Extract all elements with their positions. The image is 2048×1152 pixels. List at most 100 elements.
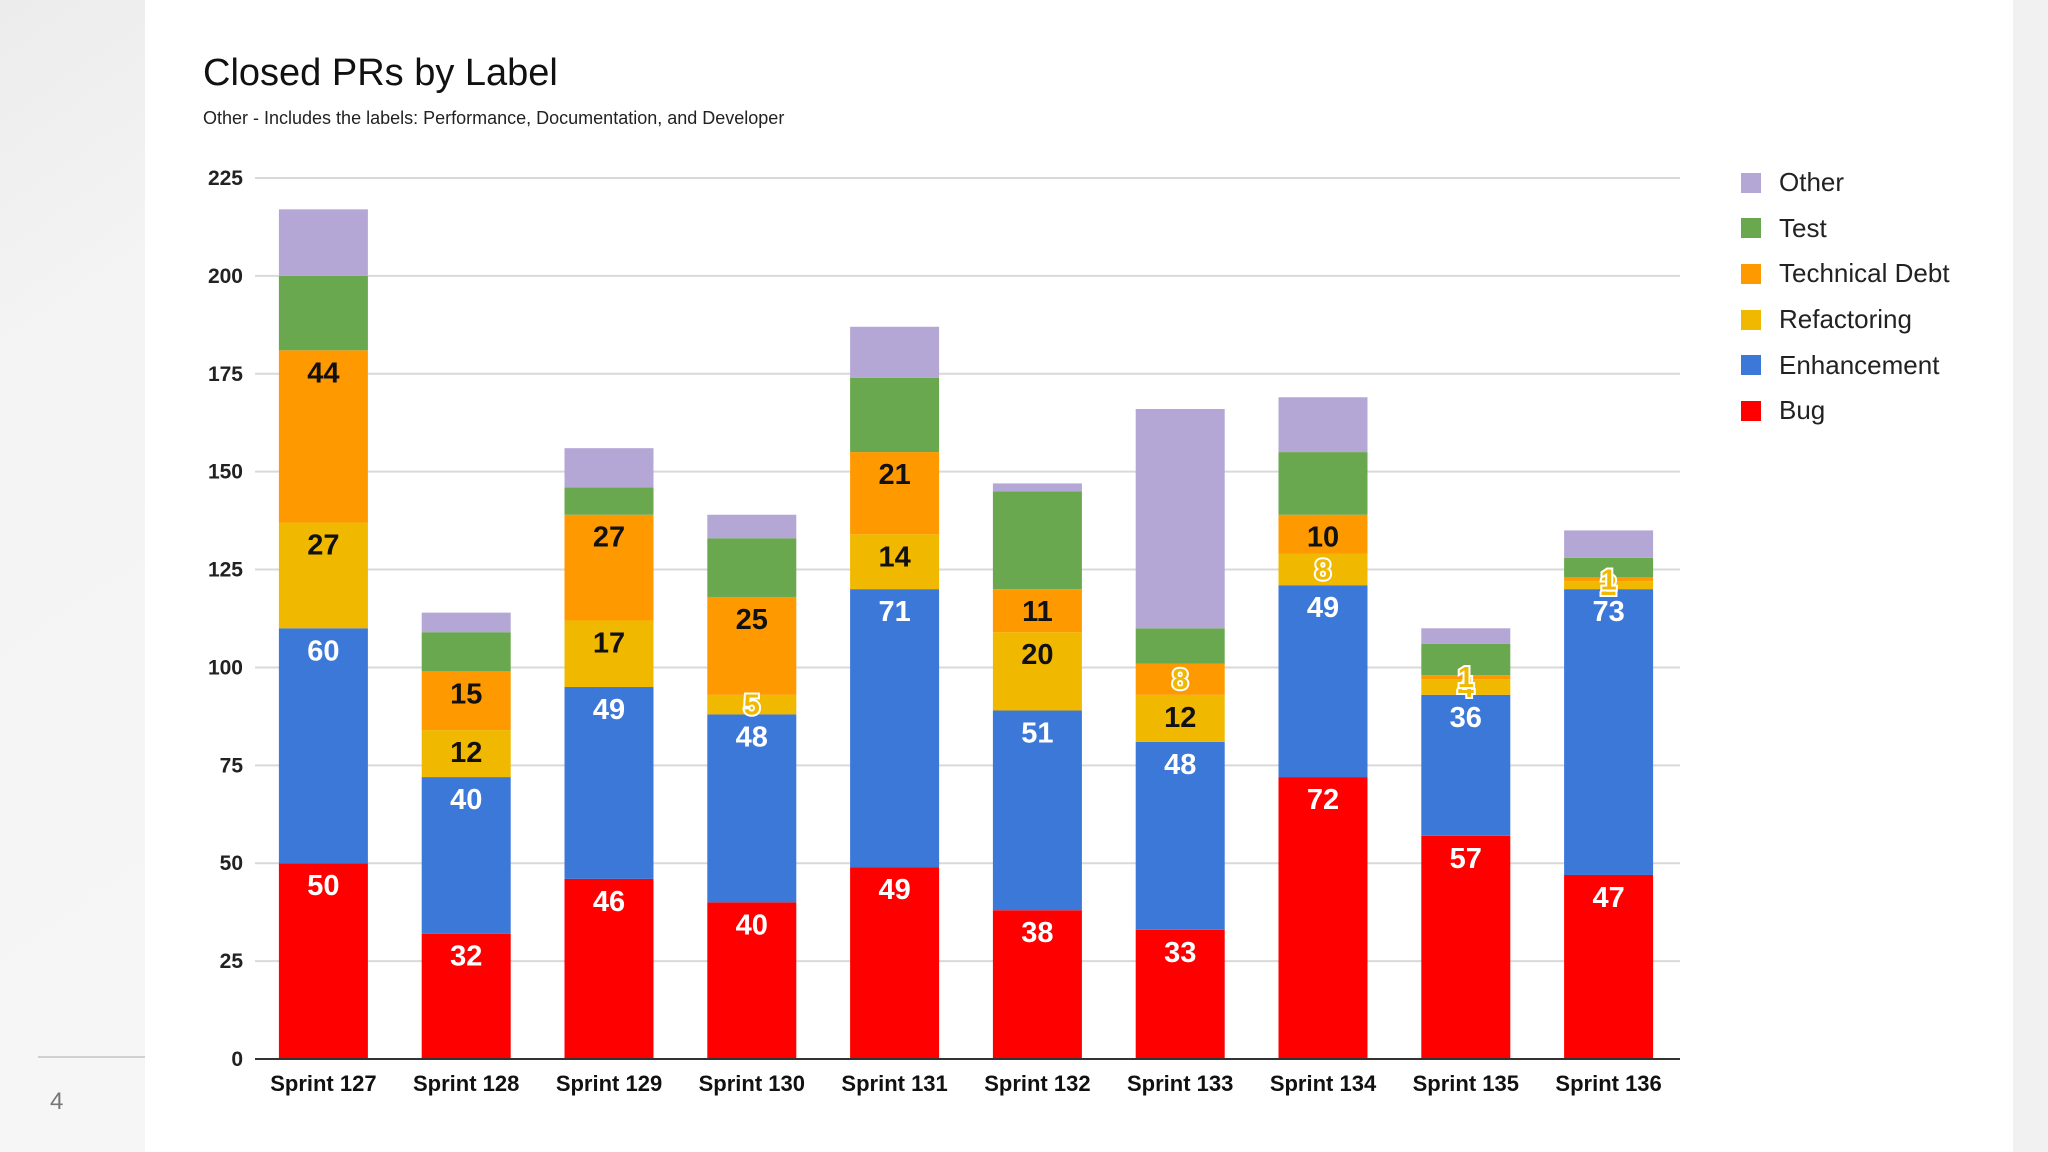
- y-tick-label: 225: [208, 167, 243, 190]
- data-label-enhancement: 48: [736, 721, 768, 753]
- bar-segment-enhancement: [707, 714, 797, 903]
- bar-segment-refactoring: [1421, 679, 1511, 695]
- bar-segment-enhancement: [421, 777, 511, 934]
- data-label-bug: 38: [1021, 917, 1053, 949]
- data-label-technical-debt: 15: [450, 678, 482, 710]
- bar-segment-technical-debt: [992, 589, 1082, 633]
- bar-segment-enhancement: [278, 628, 368, 864]
- chart-legend: Other Test Technical Debt Refactoring Enhanc…: [1741, 160, 1950, 434]
- bar-segment-enhancement: [564, 687, 654, 879]
- bar-segment-bug: [564, 878, 654, 1059]
- bar-segment-technical-debt: [1135, 663, 1225, 695]
- bar-segment-enhancement: [1135, 741, 1225, 930]
- data-label-refactoring: 17: [593, 627, 625, 659]
- bar-segment-bug: [1135, 929, 1225, 1059]
- chart-subtitle: Other - Includes the labels: Performance…: [203, 108, 785, 128]
- y-tick-label: 25: [220, 950, 244, 973]
- bar-segment-enhancement: [1421, 694, 1511, 836]
- bar-segment-other: [992, 483, 1082, 492]
- data-label-bug: 47: [1592, 882, 1624, 914]
- bar-segment-refactoring: [421, 730, 511, 778]
- right-gutter: [2013, 0, 2048, 1152]
- legend-label: Other: [1779, 167, 1845, 198]
- data-label-enhancement: 73: [1592, 596, 1624, 628]
- y-tick-label: 0: [231, 1048, 243, 1071]
- data-label-technical-debt: 1: [1601, 564, 1617, 596]
- data-label-refactoring: 5: [744, 690, 760, 722]
- data-label-enhancement: 36: [1450, 702, 1482, 734]
- bar-segment-test: [850, 377, 940, 453]
- bar-segment-test: [707, 538, 797, 597]
- y-tick-label: 200: [208, 265, 243, 288]
- x-tick-label: Sprint 131: [841, 1071, 947, 1096]
- bar-segment-other: [421, 612, 511, 633]
- data-label-refactoring: 12: [1164, 702, 1196, 734]
- x-tick-label: Sprint 132: [984, 1071, 1090, 1096]
- data-label-refactoring: 14: [878, 541, 910, 573]
- stacked-bar-chart: 0255075100125150175200225506027443240121…: [208, 167, 1680, 1096]
- x-tick-label: Sprint 127: [270, 1071, 376, 1096]
- data-label-technical-debt: 44: [307, 357, 339, 389]
- bar-segment-technical-debt: [564, 514, 654, 621]
- bar-segment-test: [1564, 557, 1654, 578]
- bar-segment-technical-debt: [421, 671, 511, 731]
- bar-segment-enhancement: [850, 589, 940, 868]
- x-tick-label: Sprint 129: [556, 1071, 662, 1096]
- legend-item: Refactoring: [1741, 297, 1950, 343]
- bar-segment-bug: [992, 910, 1082, 1059]
- bar-segment-enhancement: [992, 710, 1082, 911]
- x-tick-label: Sprint 130: [699, 1071, 805, 1096]
- bar-segment-other: [1564, 530, 1654, 558]
- data-label-technical-debt: 25: [736, 604, 768, 636]
- bar-segment-bug: [278, 863, 368, 1059]
- data-label-bug: 57: [1450, 843, 1482, 875]
- bar-segment-other: [1421, 628, 1511, 644]
- bar-segment-test: [1278, 452, 1368, 515]
- chart-title: Closed PRs by Label: [203, 52, 558, 94]
- data-label-bug: 50: [307, 870, 339, 902]
- bar-segment-other: [1278, 397, 1368, 453]
- bar-segment-refactoring: [992, 632, 1082, 711]
- legend-item: Other: [1741, 160, 1950, 206]
- data-label-technical-debt: 11: [1022, 596, 1053, 628]
- bar-segment-technical-debt: [850, 452, 940, 535]
- bar-segment-test: [1135, 628, 1225, 664]
- bar-segment-test: [278, 275, 368, 351]
- data-label-technical-debt: 10: [1307, 522, 1339, 554]
- slide: Closed PRs by Label Other - Includes the…: [145, 0, 2013, 1152]
- bar-segment-refactoring: [1135, 694, 1225, 742]
- bar-segment-technical-debt: [1564, 577, 1654, 582]
- y-tick-label: 100: [208, 656, 243, 679]
- legend-swatch: [1741, 172, 1761, 193]
- bar-segment-other: [1135, 409, 1225, 629]
- bar-segment-technical-debt: [278, 350, 368, 523]
- bar-segment-test: [1421, 643, 1511, 676]
- bar-segment-refactoring: [278, 522, 368, 629]
- data-label-refactoring: 2: [1601, 570, 1617, 602]
- data-label-technical-debt: 1: [1458, 662, 1474, 694]
- data-label-bug: 46: [593, 886, 625, 918]
- legend-swatch: [1741, 400, 1761, 421]
- x-tick-label: Sprint 133: [1127, 1071, 1233, 1096]
- data-label-technical-debt: 21: [878, 459, 910, 491]
- y-tick-label: 50: [220, 852, 243, 875]
- bar-segment-bug: [421, 933, 511, 1059]
- data-label-bug: 33: [1164, 937, 1196, 969]
- bar-segment-other: [278, 209, 368, 276]
- bar-segment-bug: [1421, 835, 1511, 1059]
- legend-label: Technical Debt: [1779, 258, 1950, 289]
- slide-gutter: [0, 0, 145, 1152]
- y-tick-label: 75: [220, 754, 244, 777]
- y-tick-label: 150: [208, 461, 243, 484]
- y-tick-label: 175: [208, 363, 243, 386]
- data-label-enhancement: 51: [1021, 718, 1053, 750]
- data-label-technical-debt: 27: [593, 522, 625, 554]
- legend-item: Enhancement: [1741, 342, 1950, 388]
- bar-segment-refactoring: [1564, 581, 1654, 590]
- legend-item: Test: [1741, 206, 1950, 252]
- legend-label: Test: [1779, 212, 1827, 243]
- bar-segment-other: [707, 514, 797, 539]
- data-label-enhancement: 40: [450, 784, 482, 816]
- data-label-refactoring: 8: [1315, 555, 1331, 587]
- bar-segment-refactoring: [850, 534, 940, 590]
